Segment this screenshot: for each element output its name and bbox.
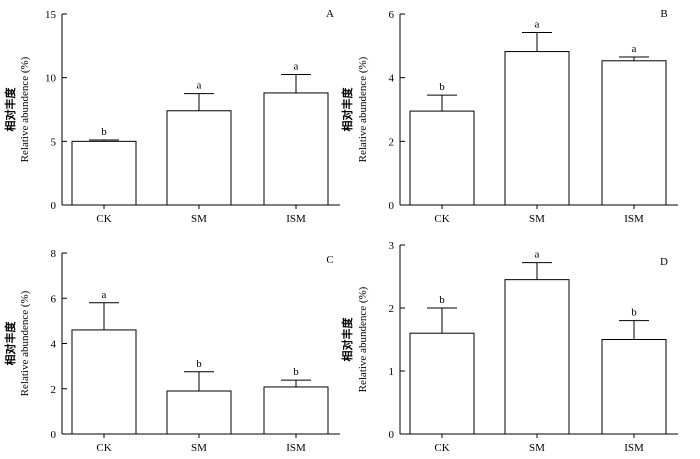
- y-tick-label: 6: [51, 293, 57, 305]
- y-axis-label-zh: 相对丰度: [340, 87, 354, 132]
- y-axis-label: Relative abundence (%): [19, 56, 31, 162]
- significance-letter: a: [535, 18, 540, 30]
- y-tick-label: 2: [389, 303, 395, 315]
- chart-panel-c: 0 2 4 6 8 a CK b SM b ISM 相对丰度 Relative abundence (%…: [3, 248, 340, 454]
- y-axis-label: Relative abundence (%): [357, 286, 369, 392]
- bar-ism: [601, 60, 667, 206]
- chart-panel-b: 0 2 4 6 b CK a SM a ISM 相对丰度 Relative abundence (%)…: [340, 8, 678, 225]
- x-tick-label: CK: [96, 213, 111, 225]
- bar-ck: [409, 332, 475, 435]
- bar-ck: [71, 329, 137, 435]
- y-tick-label: 6: [389, 9, 395, 21]
- significance-letter: a: [197, 80, 202, 92]
- x-tick-label: ISM: [286, 442, 306, 454]
- x-tick-label: ISM: [286, 213, 306, 225]
- x-tick-label: SM: [191, 442, 207, 454]
- y-axis-label: Relative abundence (%): [357, 56, 369, 162]
- y-tick-label: 2: [389, 136, 395, 148]
- bar-ism: [263, 386, 329, 435]
- significance-letter: b: [631, 307, 637, 319]
- chart-panel-d: 0 1 2 3 b CK a SM b ISM 相对丰度 Relative abundence (%)…: [340, 240, 678, 454]
- x-tick-label: ISM: [624, 442, 644, 454]
- significance-letter: a: [294, 60, 299, 72]
- bar-ism: [263, 92, 329, 206]
- significance-letter: a: [102, 289, 107, 301]
- significance-letter: b: [293, 366, 299, 378]
- significance-letter: b: [439, 294, 445, 306]
- y-axis-label-zh: 相对丰度: [3, 87, 17, 132]
- x-tick-label: CK: [434, 442, 449, 454]
- y-tick-label: 2: [51, 384, 57, 396]
- y-tick-label: 4: [51, 339, 57, 351]
- significance-letter: a: [535, 249, 540, 261]
- significance-letter: a: [632, 43, 637, 55]
- y-tick-label: 0: [51, 200, 57, 212]
- bar-ck: [71, 140, 137, 206]
- panel-letter: C: [326, 254, 333, 266]
- chart-panel-a: 0 5 10 15 b CK a SM a ISM 相对丰度 Relative abundence (…: [3, 8, 340, 225]
- y-tick-label: 0: [51, 429, 57, 441]
- x-tick-label: CK: [434, 213, 449, 225]
- panel-letter: B: [660, 8, 667, 20]
- y-axis-label-zh: 相对丰度: [340, 317, 354, 362]
- significance-letter: b: [101, 126, 107, 138]
- significance-letter: b: [196, 358, 202, 370]
- y-axis-label: Relative abundence (%): [19, 290, 31, 396]
- bar-ism: [601, 339, 667, 435]
- x-tick-label: SM: [529, 442, 545, 454]
- y-tick-label: 1: [389, 366, 395, 378]
- y-tick-label: 0: [389, 429, 395, 441]
- y-tick-label: 0: [389, 200, 395, 212]
- x-tick-label: SM: [529, 213, 545, 225]
- y-tick-label: 4: [389, 73, 395, 85]
- y-tick-label: 8: [51, 248, 57, 260]
- significance-letter: b: [439, 81, 445, 93]
- bar-sm: [166, 110, 232, 206]
- bar-sm: [504, 279, 570, 435]
- y-tick-label: 3: [389, 240, 395, 252]
- panel-letter: D: [660, 256, 668, 268]
- bar-sm: [504, 51, 570, 206]
- y-tick-label: 5: [51, 136, 57, 148]
- x-tick-label: SM: [191, 213, 207, 225]
- x-tick-label: CK: [96, 442, 111, 454]
- bar-sm: [166, 390, 232, 435]
- y-tick-label: 15: [45, 9, 57, 21]
- panel-letter: A: [326, 8, 334, 20]
- bar-ck: [409, 110, 475, 206]
- y-tick-label: 10: [45, 73, 57, 85]
- x-tick-label: ISM: [624, 213, 644, 225]
- y-axis-label-zh: 相对丰度: [3, 321, 17, 366]
